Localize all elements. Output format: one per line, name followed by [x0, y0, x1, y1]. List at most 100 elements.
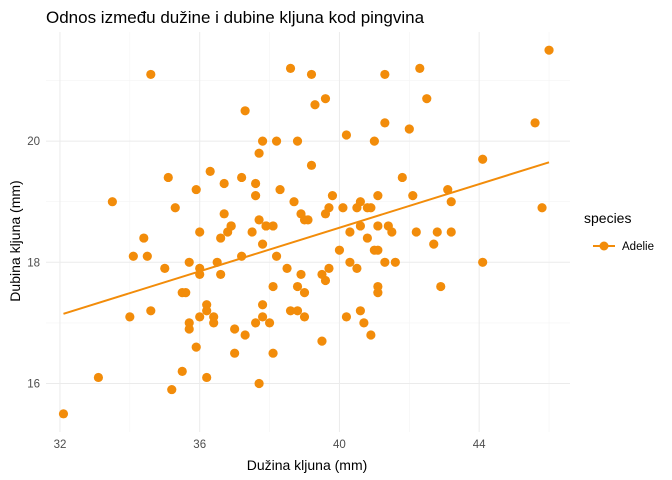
data-point — [209, 318, 219, 328]
data-point — [387, 227, 397, 237]
data-point — [320, 94, 331, 104]
data-point — [177, 366, 187, 376]
data-point — [139, 233, 149, 243]
data-point — [268, 221, 278, 231]
data-point — [380, 257, 390, 267]
data-point — [415, 63, 425, 73]
x-axis-ticks: 32 36 40 44 — [54, 439, 487, 451]
data-point — [530, 118, 540, 128]
data-point — [257, 312, 268, 322]
data-point — [146, 306, 156, 316]
data-point — [261, 221, 271, 231]
data-point — [146, 69, 156, 80]
data-point — [275, 184, 285, 195]
data-point — [537, 203, 547, 213]
data-point — [142, 251, 152, 261]
data-point — [163, 172, 173, 183]
data-point — [404, 124, 414, 134]
data-point — [237, 172, 247, 183]
data-point — [202, 306, 212, 316]
data-point — [352, 263, 362, 273]
legend-label-adelie: Adelie — [622, 241, 654, 253]
data-point — [478, 154, 488, 164]
data-point — [292, 281, 303, 292]
data-point — [341, 312, 352, 322]
data-point — [366, 203, 376, 213]
data-point — [422, 94, 432, 104]
data-point — [125, 312, 135, 322]
data-point — [195, 312, 205, 322]
data-point — [195, 263, 205, 273]
data-point — [432, 227, 442, 237]
data-point — [411, 227, 421, 237]
legend: species Adelie — [584, 210, 654, 253]
data-point — [268, 281, 278, 292]
data-point — [359, 318, 369, 328]
data-point — [219, 178, 229, 189]
data-point — [373, 281, 383, 292]
data-point — [247, 227, 257, 237]
data-point — [327, 191, 338, 201]
data-point — [341, 130, 352, 140]
data-point — [355, 306, 365, 316]
data-point — [271, 136, 282, 146]
data-point — [240, 330, 250, 340]
data-point — [107, 197, 117, 207]
data-point — [355, 221, 365, 231]
data-point — [285, 306, 296, 316]
data-point — [366, 330, 376, 340]
data-point — [380, 118, 390, 128]
data-point — [254, 148, 264, 158]
data-point — [251, 318, 261, 328]
data-point — [373, 221, 383, 231]
data-point — [257, 300, 268, 310]
trendline-layer — [63, 161, 550, 315]
data-point — [191, 342, 201, 352]
data-point — [230, 348, 240, 358]
data-point — [310, 100, 320, 110]
x-tick-label: 32 — [54, 439, 67, 451]
data-point — [128, 251, 138, 261]
data-point — [436, 281, 446, 292]
data-point — [334, 245, 345, 255]
data-point — [390, 257, 400, 267]
data-point — [195, 227, 205, 237]
data-point — [544, 45, 554, 55]
data-point — [170, 203, 180, 213]
data-point — [306, 160, 317, 170]
data-point — [257, 136, 268, 146]
data-point — [303, 215, 313, 225]
data-point — [226, 221, 236, 231]
data-point — [369, 136, 379, 146]
data-point — [369, 245, 379, 255]
data-point — [181, 288, 191, 298]
data-point — [338, 203, 348, 213]
data-point — [324, 263, 334, 273]
data-point — [317, 336, 327, 346]
y-tick-label: 18 — [27, 257, 40, 269]
y-tick-label: 20 — [27, 136, 40, 148]
y-axis-title: Dubina kljuna (mm) — [7, 180, 23, 301]
data-point — [216, 233, 226, 243]
data-point — [254, 378, 264, 389]
points-layer — [58, 45, 554, 419]
data-point — [202, 372, 212, 383]
data-point — [345, 257, 355, 267]
y-tick-label: 16 — [27, 379, 40, 391]
data-point — [160, 263, 170, 273]
data-point — [251, 178, 261, 189]
trendline — [63, 161, 550, 315]
data-point — [268, 348, 278, 358]
data-point — [285, 63, 296, 73]
data-point — [257, 239, 268, 249]
data-point — [184, 257, 194, 267]
data-point — [216, 269, 226, 280]
data-point — [446, 197, 456, 207]
data-point — [237, 251, 247, 261]
data-point — [93, 372, 103, 383]
data-point — [264, 318, 275, 328]
y-axis-ticks: 16 18 20 — [27, 136, 40, 390]
data-point — [299, 288, 310, 298]
